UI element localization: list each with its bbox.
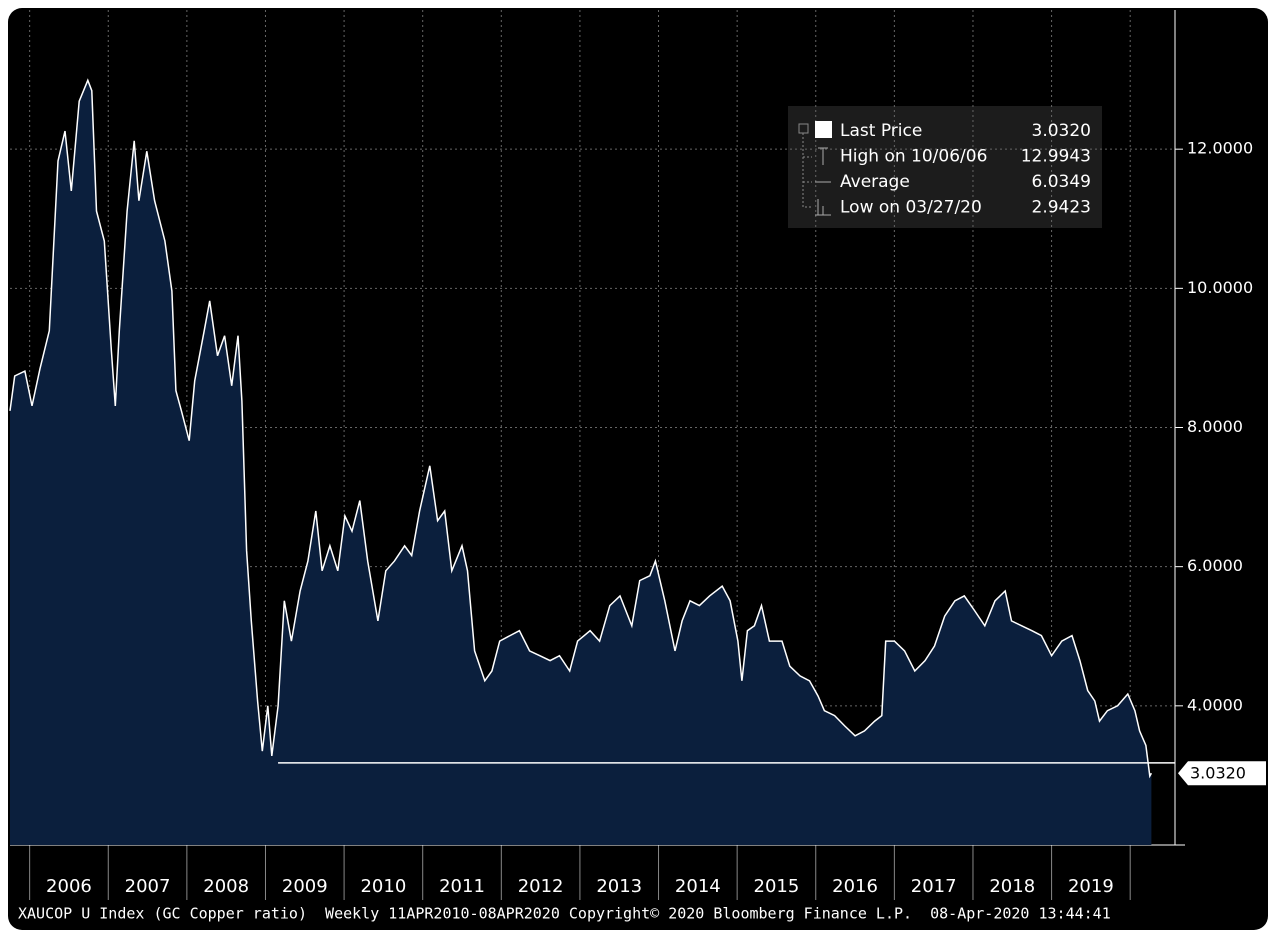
- legend-value: 12.9943: [1021, 147, 1091, 167]
- x-tick-label: 2018: [989, 876, 1035, 897]
- x-tick-label: 2019: [1068, 876, 1114, 897]
- x-tick-label: 2006: [46, 876, 92, 897]
- y-tick-label: 12.0000: [1187, 139, 1253, 158]
- x-tick-label: 2008: [203, 876, 249, 897]
- legend-label: Last Price: [840, 121, 922, 141]
- price-line: [9, 78, 1153, 779]
- x-tick-label: 2010: [360, 876, 406, 897]
- y-tick-label: 4.0000: [1187, 695, 1243, 714]
- legend-label: Low on 03/27/20: [840, 198, 982, 218]
- legend-tree: [802, 133, 812, 208]
- x-tick-label: 2013: [596, 876, 642, 897]
- y-tick-label: 6.0000: [1187, 556, 1243, 575]
- area-fill: [10, 80, 1152, 846]
- x-tick-label: 2014: [675, 876, 721, 897]
- x-tick-label: 2012: [518, 876, 564, 897]
- legend-label: High on 10/06/06: [840, 147, 987, 167]
- legend-swatch: [815, 121, 832, 138]
- legend-value: 3.0320: [1032, 121, 1091, 141]
- legend-label: Average: [840, 172, 910, 192]
- x-tick-label: 2011: [439, 876, 485, 897]
- legend-box: [788, 106, 1102, 228]
- x-tick-label: 2015: [754, 876, 800, 897]
- x-tick-label: 2007: [125, 876, 171, 897]
- legend-icons: [815, 147, 831, 216]
- legend-value: 6.0349: [1032, 172, 1091, 192]
- last-price-tag: [1178, 761, 1266, 786]
- x-tick-label: 2017: [911, 876, 957, 897]
- x-tick-label: 2016: [832, 876, 878, 897]
- x-tick-label: 2009: [282, 876, 328, 897]
- legend-value: 2.9423: [1032, 198, 1091, 218]
- last-price-label: 3.0320: [1190, 764, 1246, 783]
- y-tick-label: 8.0000: [1187, 417, 1243, 436]
- y-tick-label: 10.0000: [1187, 278, 1253, 297]
- footer: XAUCOP U Index (GC Copper ratio) Weekly …: [18, 905, 1111, 923]
